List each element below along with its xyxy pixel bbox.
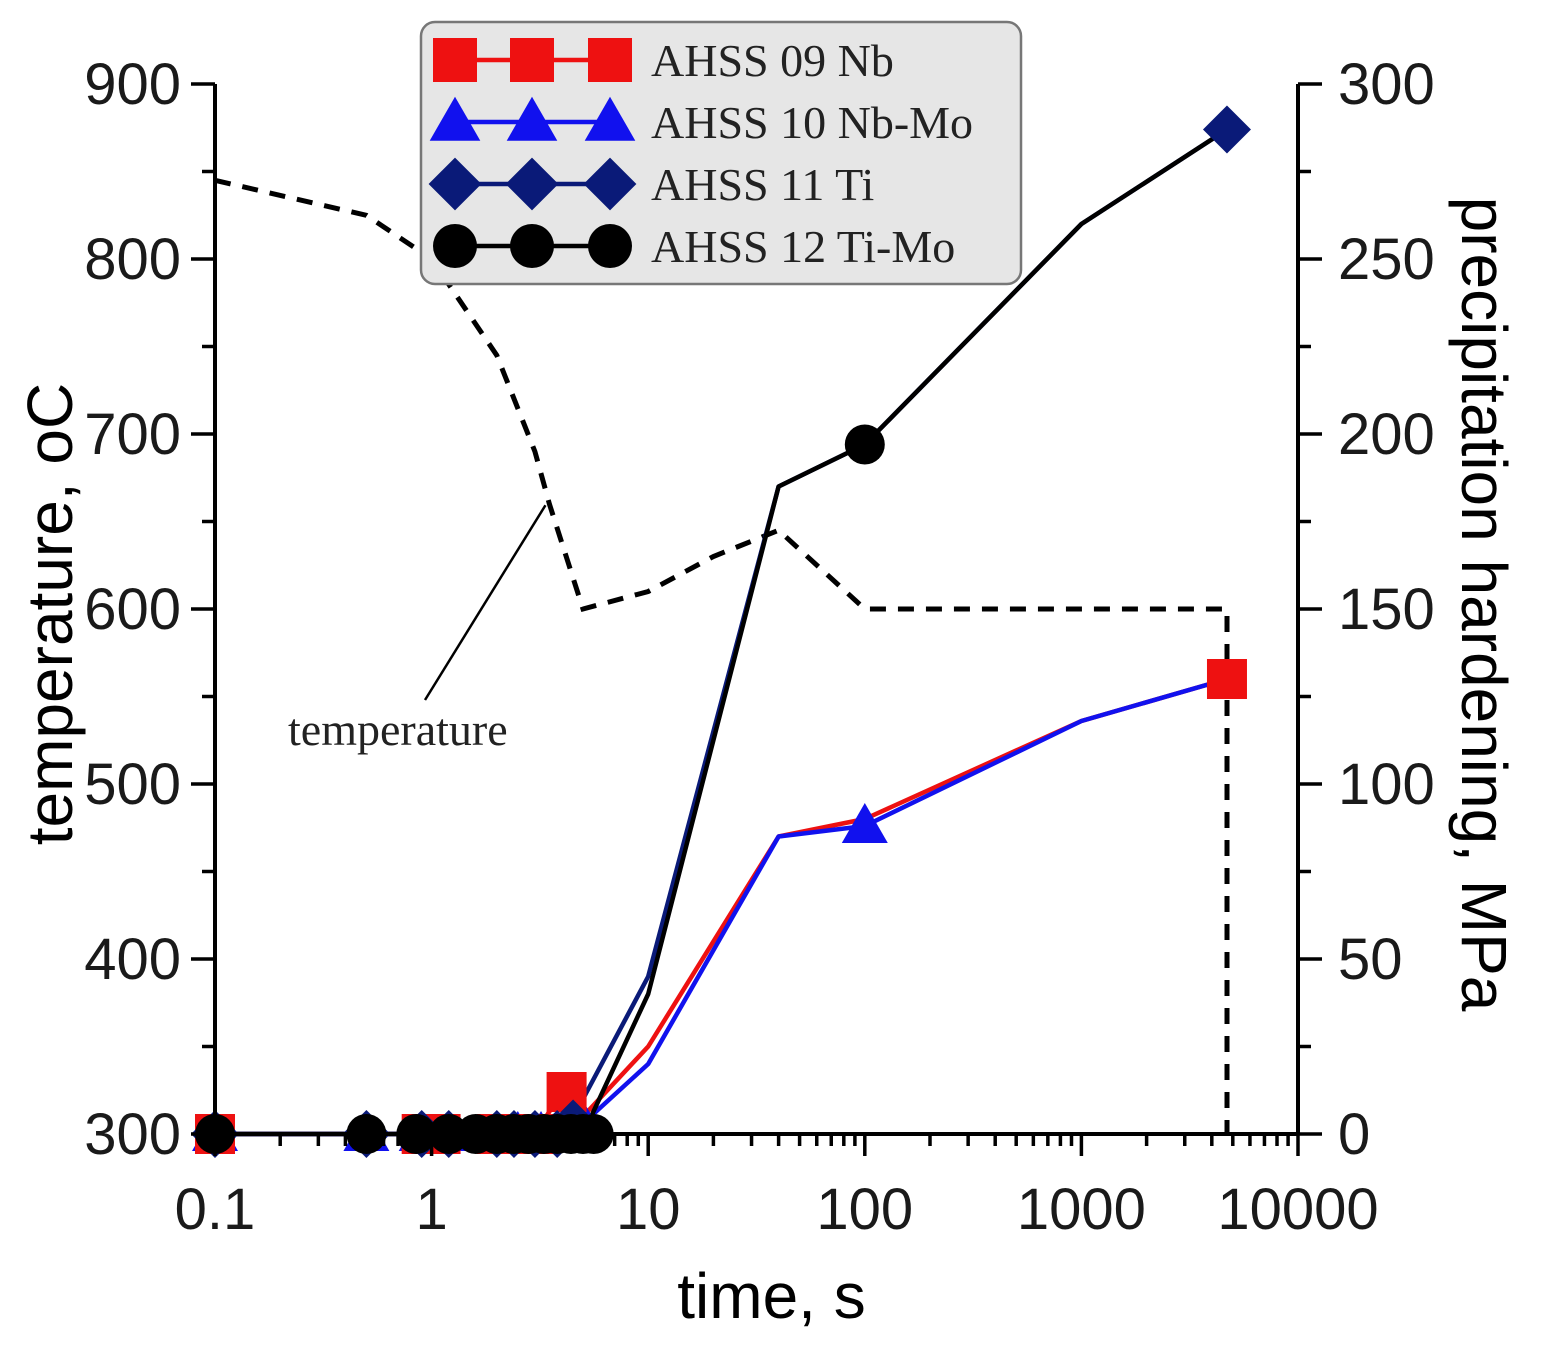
legend-box bbox=[419, 20, 1023, 286]
marker-ahss-12-ti-mo bbox=[844, 424, 885, 465]
legend-entry: AHSS 10 Nb-Mo bbox=[429, 96, 973, 148]
x-tick-label: 0.1 bbox=[175, 1177, 256, 1242]
y-right-tick-label: 0 bbox=[1338, 1102, 1370, 1167]
legend-marker-diamond bbox=[505, 157, 559, 211]
legend-marker-square bbox=[588, 38, 632, 82]
legend-label: AHSS 12 Ti-Mo bbox=[651, 221, 955, 272]
y-left-tick-label: 400 bbox=[84, 927, 181, 992]
y-left-axis-title: temperature, oC bbox=[14, 383, 86, 845]
temperature-curve-layer bbox=[214, 177, 1230, 1134]
y-right-tick-label: 300 bbox=[1338, 52, 1435, 117]
x-axis-title: time, s bbox=[677, 1260, 865, 1332]
legend-marker-triangle bbox=[429, 96, 481, 141]
annotation-layer: temperature bbox=[288, 504, 547, 755]
legend-marker-diamond bbox=[428, 157, 482, 211]
legend-label: AHSS 10 Nb-Mo bbox=[651, 97, 973, 148]
legend-marker-square bbox=[433, 38, 477, 82]
marker-ahss-10-nb-mo bbox=[841, 803, 888, 843]
y-left-tick-label: 500 bbox=[84, 752, 181, 817]
legend-entry: AHSS 12 Ti-Mo bbox=[433, 221, 955, 272]
x-tick-label: 1 bbox=[415, 1177, 447, 1242]
y-left-tick-label: 800 bbox=[84, 227, 181, 292]
y-right-tick-label: 50 bbox=[1338, 927, 1403, 992]
y-right-tick-label: 100 bbox=[1338, 752, 1435, 817]
marker-ahss-09-nb bbox=[1206, 659, 1247, 699]
x-tick-label: 100 bbox=[816, 1177, 913, 1242]
x-tick-label: 1000 bbox=[1017, 1177, 1146, 1242]
temperature-curve bbox=[214, 177, 1230, 1134]
y-left-tick-label: 300 bbox=[84, 1102, 181, 1167]
y-left-tick-label: 700 bbox=[84, 402, 181, 467]
legend-marker-diamond bbox=[583, 157, 637, 211]
legend-marker-triangle bbox=[506, 96, 558, 141]
legend-marker-circle bbox=[510, 224, 554, 268]
annotation-label: temperature bbox=[288, 704, 508, 755]
y-right-tick-label: 150 bbox=[1338, 577, 1435, 642]
x-tick-label: 10000 bbox=[1217, 1177, 1378, 1242]
legend-marker-circle bbox=[433, 224, 477, 268]
legend-entry: AHSS 11 Ti bbox=[428, 157, 874, 211]
legend-label: AHSS 09 Nb bbox=[651, 35, 894, 86]
y-left-tick-label: 600 bbox=[84, 577, 181, 642]
marker-ahss-11-ti bbox=[1202, 105, 1251, 154]
legend-entry: AHSS 09 Nb bbox=[433, 35, 894, 86]
legend-marker-triangle bbox=[584, 96, 636, 141]
annotation-leader-line bbox=[423, 504, 547, 701]
x-tick-label: 10 bbox=[616, 1177, 681, 1242]
y-right-tick-label: 200 bbox=[1338, 402, 1435, 467]
y-right-tick-label: 250 bbox=[1338, 227, 1435, 292]
legend-label: AHSS 11 Ti bbox=[651, 159, 874, 210]
y-right-axis-title: precipitation hardening, MPa bbox=[1448, 197, 1520, 1012]
legend: AHSS 09 Nb AHSS 10 Nb-Mo AHSS 11 Ti AHSS 12… bbox=[419, 20, 1023, 286]
y-left-tick-label: 900 bbox=[84, 52, 181, 117]
axes-layer: 0.1 1 10 100 1000 10000 300 400 500 600 700 800 900 0… bbox=[14, 52, 1520, 1332]
marker-ahss-09-nb bbox=[546, 1072, 587, 1112]
series-markers-layer bbox=[191, 105, 1251, 1158]
legend-marker-circle bbox=[588, 224, 632, 268]
legend-marker-square bbox=[510, 38, 554, 82]
